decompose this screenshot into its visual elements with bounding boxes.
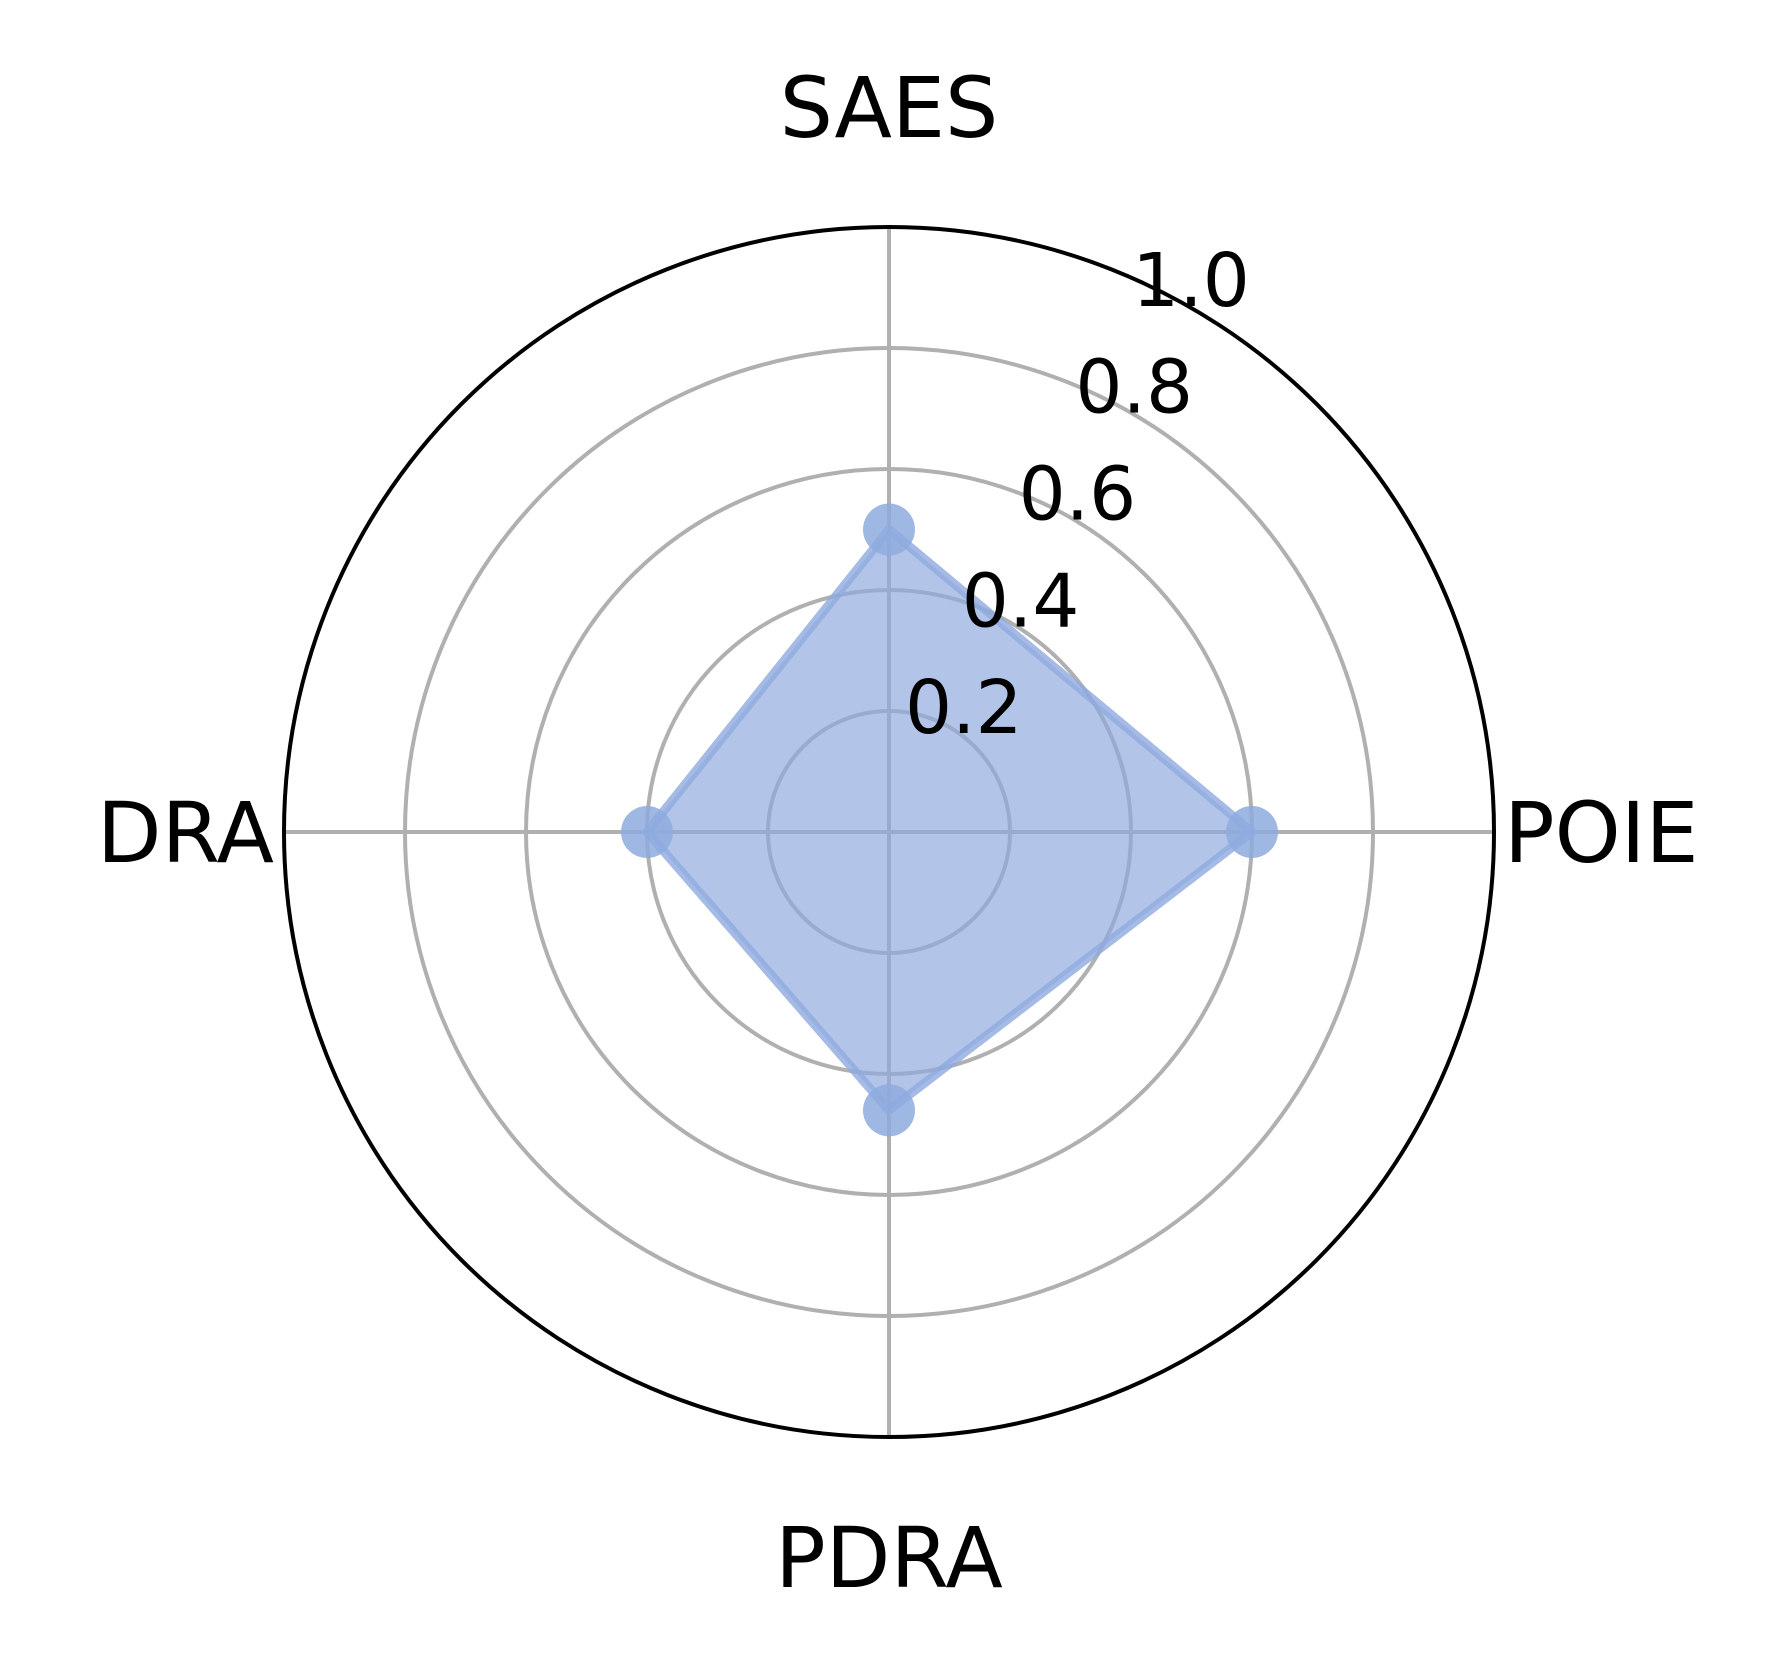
series-layer [621, 503, 1278, 1137]
r-tick-label: 0.6 [1019, 451, 1137, 537]
outer-ring [282, 225, 1496, 1439]
data-point-pdra [863, 1084, 915, 1137]
label-layer: 0.2 0.4 0.6 0.8 1.0 SAES POIE PDRA DRA [97, 59, 1699, 1607]
axis-label-poie: POIE [1504, 784, 1699, 882]
r-tick-label: 0.8 [1075, 345, 1193, 431]
axis-label-saes: SAES [780, 59, 999, 157]
r-tick-label: 1.0 [1132, 238, 1250, 324]
r-tick-label: 0.2 [905, 665, 1023, 751]
axis-label-dra: DRA [97, 784, 274, 882]
data-point-saes [863, 503, 915, 556]
r-tick-label: 0.4 [962, 558, 1080, 644]
data-point-poie [1226, 806, 1278, 858]
axis-label-pdra: PDRA [775, 1509, 1003, 1607]
data-point-dra [621, 806, 673, 858]
